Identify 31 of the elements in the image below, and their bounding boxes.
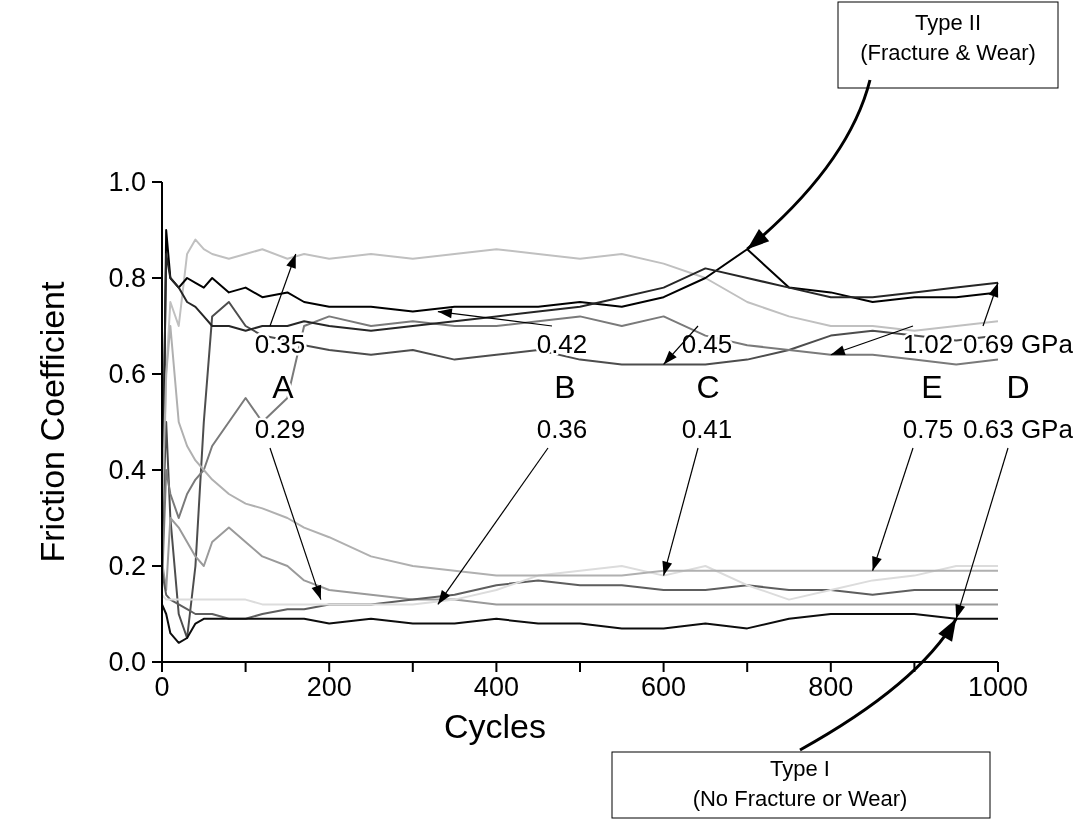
y-axis-title: Friction Coefficient: [33, 280, 72, 563]
y-tick-label: 1.0: [108, 167, 146, 197]
y-tick-label: 0.8: [108, 263, 146, 293]
x-axis-title: Cycles: [443, 707, 547, 745]
x-tick-label: 1000: [967, 672, 1029, 702]
annotation: 0.75: [902, 414, 954, 444]
x-tick-label: 200: [306, 672, 352, 702]
y-tick-label: 0.2: [108, 551, 146, 581]
annotation: 0.42: [536, 329, 588, 359]
annotation: 0.45: [681, 329, 733, 359]
annotation: B: [554, 369, 576, 405]
x-tick-label: 600: [641, 672, 687, 702]
y-tick-label: 0.0: [108, 647, 146, 677]
annotation: Type II (Fracture & Wear): [860, 10, 1036, 65]
annotation: 0.29: [254, 414, 306, 444]
annotation: A: [272, 369, 295, 405]
y-tick-label: 0.4: [108, 455, 146, 485]
annotation: E: [921, 369, 943, 405]
annotation: 1.02: [902, 329, 954, 359]
x-tick-label: 400: [473, 672, 519, 702]
annotation: 0.35: [254, 329, 306, 359]
x-tick-label: 800: [808, 672, 854, 702]
y-tick-label: 0.6: [108, 359, 146, 389]
annotation: 0.36: [536, 414, 588, 444]
annotation: C: [696, 369, 720, 405]
x-tick-label: 0: [154, 672, 170, 702]
annotation: Type I (No Fracture or Wear): [692, 756, 908, 811]
text: D: [1006, 369, 1030, 405]
annotation: 0.41: [681, 414, 733, 444]
annotation: 0.63 GPa: [963, 414, 1074, 444]
annotation: 0.69 GPa: [963, 329, 1074, 359]
